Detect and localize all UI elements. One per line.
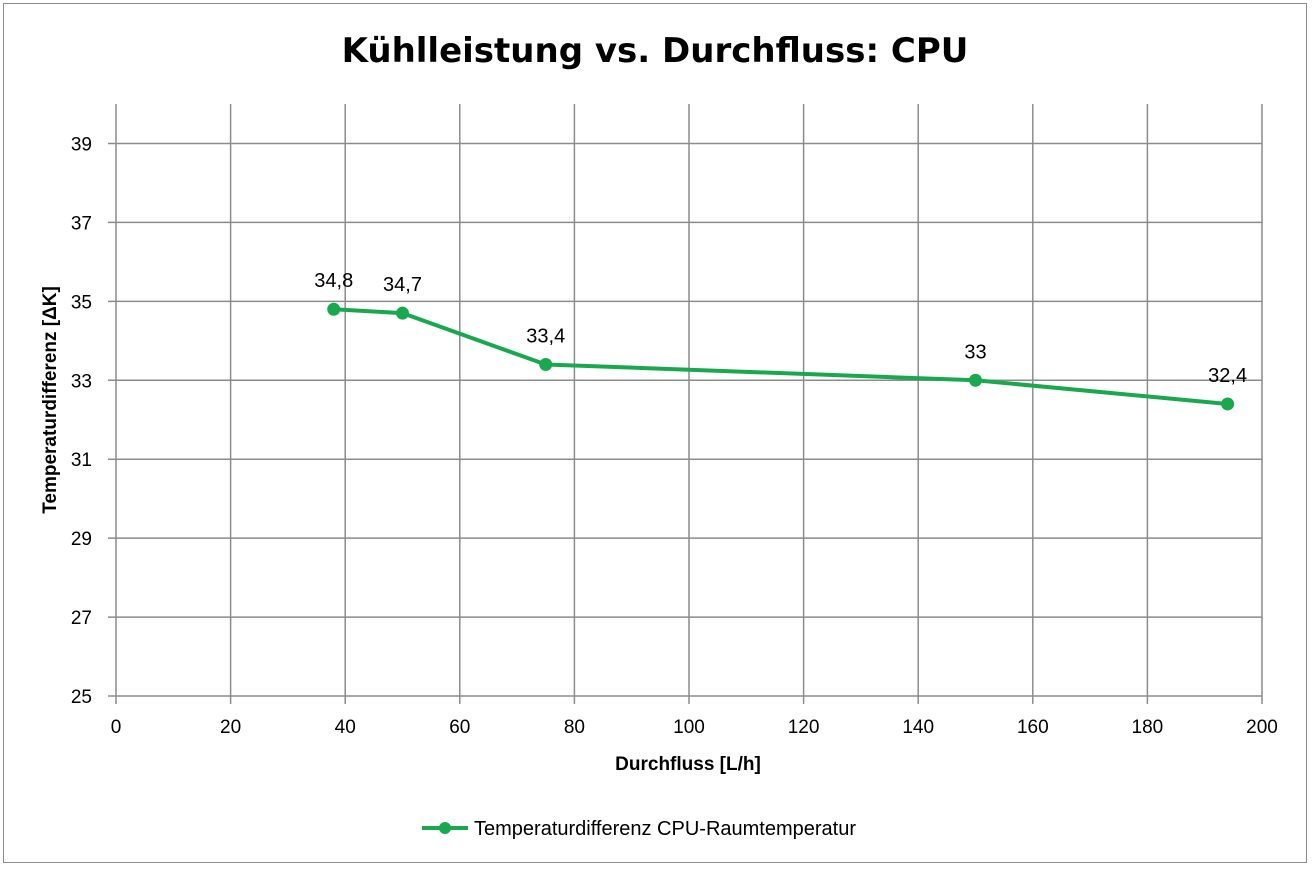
y-tick-label: 39 [71,134,92,155]
chart-frame [3,3,1307,863]
legend-label: Temperaturdifferenz CPU-Raumtemperatur [474,818,856,840]
x-tick-label: 200 [1246,717,1278,738]
x-tick-label: 140 [902,717,934,738]
data-label: 34,8 [314,270,353,292]
y-tick-label: 29 [71,529,92,550]
data-point [1221,397,1235,411]
legend: Temperaturdifferenz CPU-Raumtemperatur [422,818,856,840]
data-label: 33,4 [526,325,565,347]
x-tick-label: 40 [335,717,356,738]
y-tick-label: 27 [71,608,92,629]
chart-title: Kühlleistung vs. Durchfluss: CPU [342,31,969,71]
y-tick-label: 37 [71,213,92,234]
y-tick-label: 33 [71,371,92,392]
data-point [539,357,553,371]
data-point [327,302,341,316]
x-axis-ticks: 0 20 40 60 80 100 120 140 160 180 200 [111,717,1278,738]
x-tick-label: 80 [564,717,585,738]
grid [108,104,1263,704]
y-axis-title: Temperaturdifferenz [ΔK] [40,286,61,514]
y-tick-label: 25 [71,687,92,708]
data-label: 32,4 [1208,365,1247,387]
x-tick-label: 120 [788,717,820,738]
data-point [969,373,982,387]
x-axis-title: Durchfluss [L/h] [615,754,761,775]
x-tick-label: 100 [673,717,705,738]
legend-marker [439,822,451,834]
series-line [333,307,1228,406]
y-axis-ticks: 25 27 29 31 33 35 37 39 [71,134,92,708]
data-point [396,306,409,320]
x-tick-label: 0 [111,717,122,738]
x-tick-label: 60 [449,717,470,738]
data-label: 34,7 [383,274,422,296]
x-tick-label: 160 [1017,717,1049,738]
y-tick-label: 35 [71,292,92,313]
x-tick-label: 180 [1132,717,1164,738]
x-tick-label: 20 [220,717,241,738]
data-label: 33 [964,341,986,363]
y-tick-label: 31 [71,450,92,471]
series-layer: 34,8 34,7 33,4 33 32,4 [314,270,1247,411]
